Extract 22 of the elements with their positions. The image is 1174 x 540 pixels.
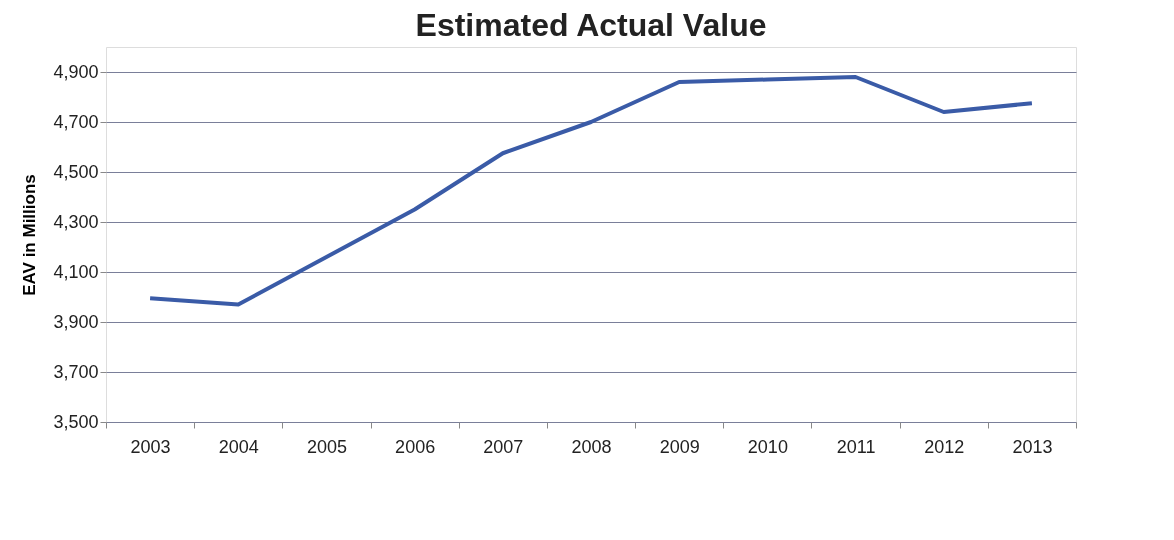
x-tick-label: 2009	[659, 436, 700, 457]
x-tick-label: 2008	[571, 436, 612, 457]
x-tick-label: 2010	[747, 436, 788, 457]
x-tick-label: 2003	[130, 436, 171, 457]
y-tick-label: 4,300	[53, 211, 99, 232]
y-tick-label: 4,500	[53, 161, 99, 182]
x-tick-label: 2013	[1012, 436, 1053, 457]
x-tick-label: 2005	[306, 436, 347, 457]
y-axis-title: EAV in Millions	[20, 174, 40, 296]
x-tick-label: 2011	[836, 436, 876, 457]
line-series	[148, 75, 1034, 307]
y-tick-label: 4,100	[53, 261, 99, 282]
y-tick-label: 3,900	[53, 311, 99, 332]
x-tick-label: 2006	[395, 436, 436, 457]
chart-title: Estimated Actual Value	[415, 7, 767, 43]
x-tick-label: 2012	[924, 436, 965, 457]
x-tick-label: 2007	[483, 436, 524, 457]
y-tick-label: 4,900	[53, 61, 99, 82]
y-tick-label: 3,700	[53, 361, 99, 382]
y-tick-label: 3,500	[53, 411, 99, 432]
x-tick-label: 2004	[218, 436, 259, 457]
y-tick-label: 4,700	[53, 111, 99, 132]
